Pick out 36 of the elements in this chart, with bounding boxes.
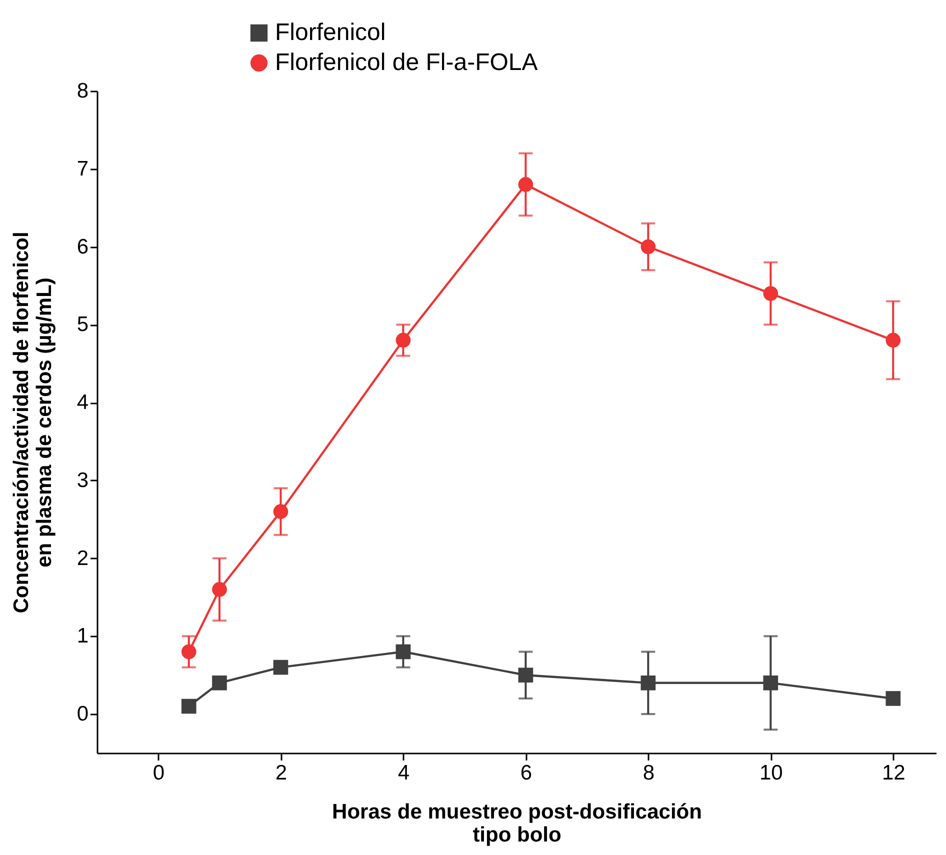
y-tick-label: 5 [76,313,88,336]
point [886,691,901,706]
point [640,675,656,690]
x-tick-label: 4 [398,762,410,784]
point [273,504,288,519]
y-tick-label: 1 [76,624,88,648]
point [518,668,534,683]
point [396,644,411,660]
point [518,177,534,192]
point [181,698,196,714]
y-tick-label: 7 [76,157,88,180]
point [763,286,778,301]
x-tick-label: 2 [275,762,288,784]
point [212,675,227,690]
point [273,660,288,675]
point [396,332,411,348]
y-tick-label: 4 [76,391,89,414]
x-tick-label: 10 [759,762,783,784]
y-tick-label: 2 [76,546,88,570]
point [763,675,778,690]
y-tick-label: 6 [76,235,88,258]
point [886,332,901,348]
point [212,582,227,597]
legend-label: Florfenicol [275,19,386,46]
x-axis-title: Horas de muestreo post-dosificación tipo bolo [332,800,702,846]
legend-label: Florfenicol de Fl-a-FOLA [275,49,538,76]
y-tick-label: 8 [76,80,88,102]
x-tick-label: 8 [642,762,655,784]
x-tick-label: 0 [152,762,165,784]
point [640,239,656,254]
y-axis-title: Concentración/actividad de florfenicol en plasma de cerdos (µg/mL) [10,232,56,614]
point [181,644,196,660]
x-tick-label: 6 [520,762,532,784]
y-tick-label: 3 [76,468,88,492]
y-tick-label: 0 [76,702,88,726]
x-tick-label: 12 [882,762,906,784]
